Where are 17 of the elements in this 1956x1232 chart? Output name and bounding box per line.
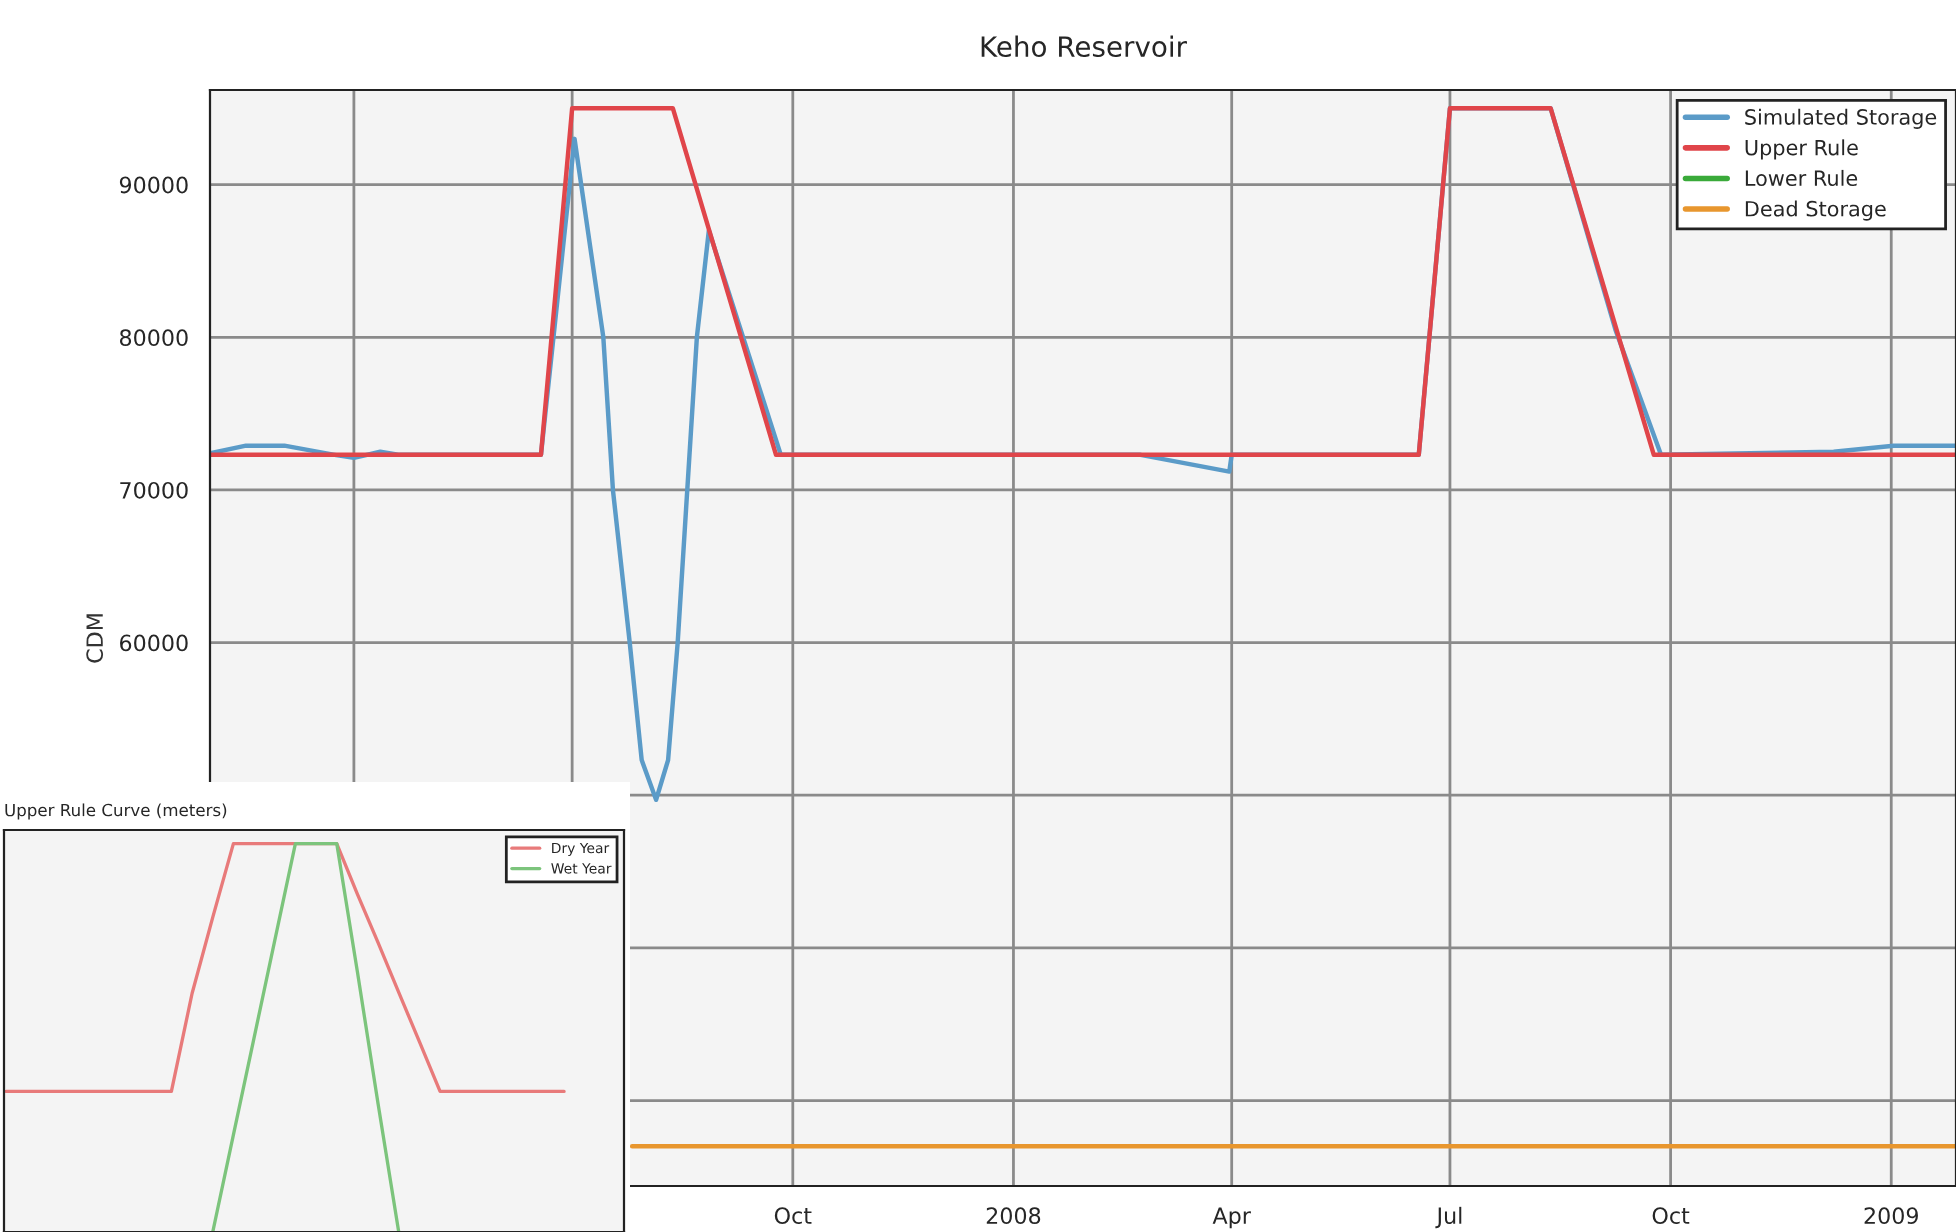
y-tick-label: 90000 [119, 176, 188, 194]
legend-label: Dead Storage [1745, 200, 1886, 221]
y-tick-label: 80000 [119, 329, 188, 347]
chart-title: Upper Rule Curve (meters) [5, 803, 227, 820]
y-tick-label: 60000 [120, 634, 188, 652]
x-tick-label: Oct [774, 1207, 812, 1225]
y-tick-label: 70000 [120, 481, 188, 499]
x-tick-label: Oct [1652, 1207, 1690, 1225]
y-axis-title: CDM [86, 614, 104, 663]
legend-label: Simulated Storage [1745, 108, 1937, 129]
legend-label: Upper Rule [1745, 139, 1858, 160]
legend-label: Lower Rule [1745, 169, 1858, 187]
x-tick-label: 2009 [1864, 1207, 1918, 1225]
x-tick-label: 2008 [986, 1207, 1041, 1225]
x-tick-label: Jul [1435, 1206, 1462, 1229]
x-tick-label: Apr [1212, 1207, 1251, 1229]
chart-title: Keho Reservoir [981, 35, 1188, 58]
